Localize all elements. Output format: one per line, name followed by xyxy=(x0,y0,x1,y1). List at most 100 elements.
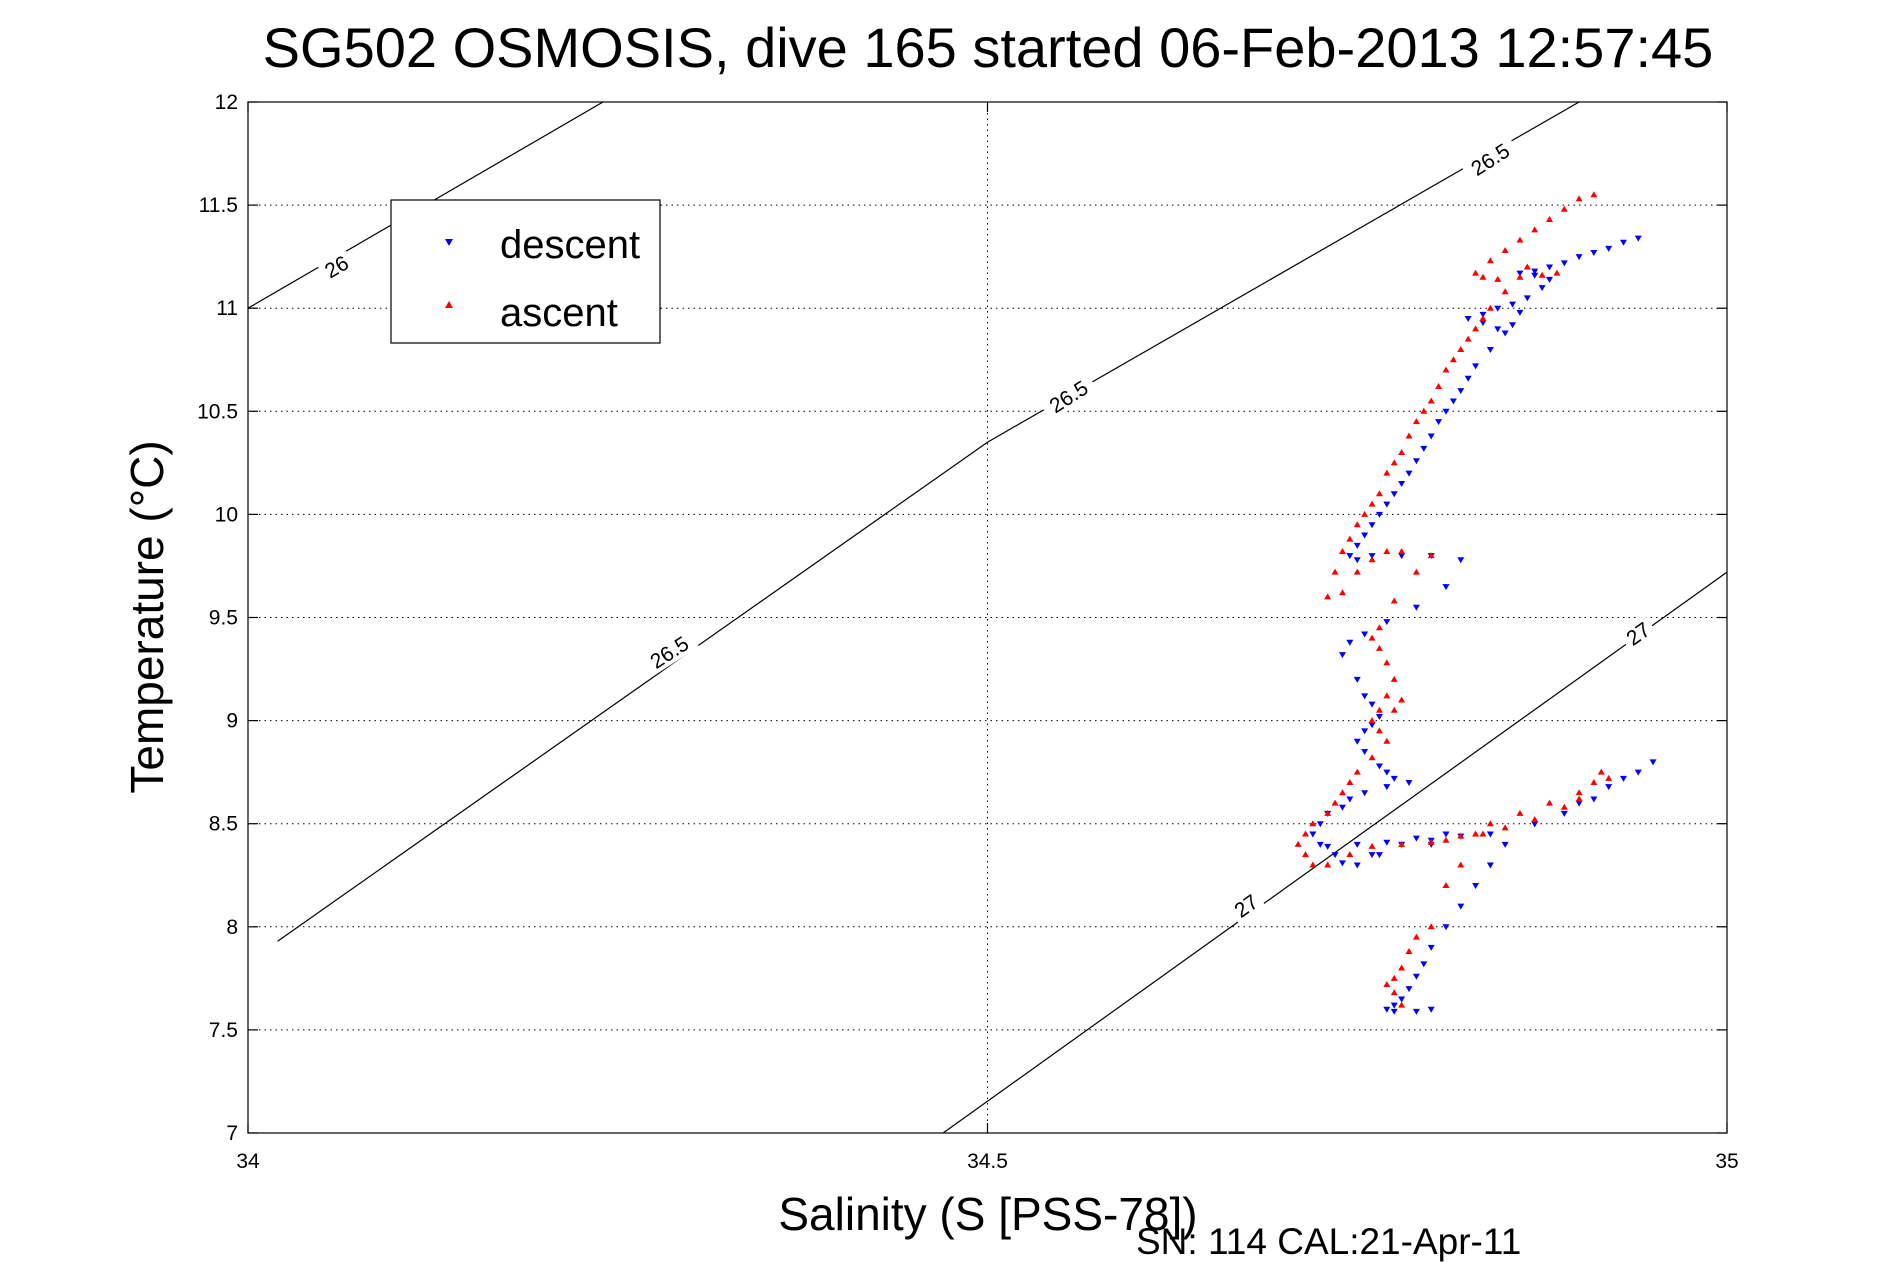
ascent-point xyxy=(1486,257,1494,264)
descent-point xyxy=(1390,775,1398,782)
ascent-point xyxy=(1390,974,1398,981)
x-tick-label: 34 xyxy=(236,1150,260,1173)
descent-point xyxy=(1375,852,1383,859)
ascent-point xyxy=(1427,923,1435,930)
ascent-point xyxy=(1560,803,1568,810)
descent-point xyxy=(1523,295,1531,302)
descent-point xyxy=(1442,831,1450,838)
ascent-point xyxy=(1479,273,1487,280)
ascent-point xyxy=(1375,706,1383,713)
ascent-point xyxy=(1516,273,1524,280)
descent-point xyxy=(1383,1006,1391,1013)
descent-point xyxy=(1479,320,1487,327)
ascent-point xyxy=(1324,809,1332,816)
descent-point xyxy=(1516,270,1524,277)
ascent-point xyxy=(1442,882,1450,889)
descent-point xyxy=(1427,433,1435,440)
descent-point xyxy=(1412,1008,1420,1015)
series-descent xyxy=(1309,235,1657,1015)
ascent-point xyxy=(1375,490,1383,497)
ascent-point xyxy=(1590,778,1598,785)
descent-point xyxy=(1605,245,1613,252)
descent-point xyxy=(1398,480,1406,487)
descent-point xyxy=(1575,254,1583,261)
descent-point xyxy=(1457,903,1465,910)
ascent-point xyxy=(1501,824,1509,831)
descent-point xyxy=(1390,1002,1398,1009)
descent-point xyxy=(1361,728,1369,735)
ascent-point xyxy=(1457,861,1465,868)
descent-point xyxy=(1464,316,1472,323)
x-tick-label: 34.5 xyxy=(967,1150,1008,1173)
descent-point xyxy=(1375,713,1383,720)
footer-serial-calibration: SN: 114 CAL:21-Apr-11 xyxy=(1136,1221,1521,1262)
descent-point xyxy=(1390,1008,1398,1015)
contour-label: 27 xyxy=(1225,886,1266,925)
ascent-point xyxy=(1575,195,1583,202)
descent-point xyxy=(1427,944,1435,951)
descent-point xyxy=(1486,862,1494,869)
ascent-point xyxy=(1338,548,1346,555)
descent-point xyxy=(1398,553,1406,560)
descent-point xyxy=(1353,841,1361,848)
ascent-point xyxy=(1368,842,1376,849)
ascent-point xyxy=(1398,1001,1406,1008)
y-tick-label: 11 xyxy=(216,297,238,320)
descent-point xyxy=(1501,330,1509,337)
data-series xyxy=(1294,191,1657,1015)
descent-point xyxy=(1509,322,1517,329)
ascent-point xyxy=(1390,597,1398,604)
ascent-point xyxy=(1523,263,1531,270)
ascent-point xyxy=(1390,706,1398,713)
descent-point xyxy=(1405,470,1413,477)
ascent-point xyxy=(1575,795,1583,802)
descent-point xyxy=(1398,996,1406,1003)
descent-point xyxy=(1449,398,1457,405)
descent-point xyxy=(1361,631,1369,638)
y-tick-label: 10.5 xyxy=(197,400,238,423)
ascent-point xyxy=(1383,692,1391,699)
ascent-point xyxy=(1449,356,1457,363)
descent-point xyxy=(1538,285,1546,292)
ascent-point xyxy=(1472,830,1480,837)
descent-point xyxy=(1346,639,1354,646)
descent-point xyxy=(1368,722,1376,729)
descent-point xyxy=(1501,841,1509,848)
descent-point xyxy=(1375,511,1383,518)
contour-label: 26.5 xyxy=(638,626,699,678)
ascent-point xyxy=(1301,830,1309,837)
descent-point xyxy=(1509,301,1517,308)
y-tick-label: 7 xyxy=(226,1122,238,1145)
descent-point xyxy=(1412,973,1420,980)
descent-point xyxy=(1575,800,1583,807)
ascent-point xyxy=(1398,964,1406,971)
ascent-point xyxy=(1412,933,1420,940)
ascent-point xyxy=(1464,335,1472,342)
descent-point xyxy=(1619,239,1627,246)
ascent-point xyxy=(1331,568,1339,575)
ascent-point xyxy=(1383,469,1391,476)
descent-point xyxy=(1435,419,1443,426)
descent-point xyxy=(1546,264,1554,271)
y-tick-label: 7.5 xyxy=(209,1019,238,1042)
descent-point xyxy=(1383,839,1391,846)
y-tick-label: 12 xyxy=(215,91,238,114)
y-tick-label: 11.5 xyxy=(199,194,238,217)
y-tick-label: 9.5 xyxy=(209,607,238,630)
ascent-point xyxy=(1398,696,1406,703)
ascent-point xyxy=(1442,366,1450,373)
descent-point xyxy=(1560,260,1568,267)
ascent-point xyxy=(1560,205,1568,212)
y-tick-label: 8 xyxy=(226,916,238,939)
ascent-point xyxy=(1516,809,1524,816)
ascent-point xyxy=(1427,838,1435,845)
descent-point xyxy=(1560,810,1568,817)
descent-point xyxy=(1383,784,1391,791)
ascent-point xyxy=(1590,191,1598,198)
contour-label: 26.5 xyxy=(1038,370,1099,422)
ascent-point xyxy=(1309,820,1317,827)
ascent-point xyxy=(1383,548,1391,555)
ascent-point xyxy=(1398,840,1406,847)
axis-ticks: 34 34.5 35 7 7.5 8 8.5 9 9.5 10 10.5 11 11.5 12 xyxy=(197,91,1739,1173)
